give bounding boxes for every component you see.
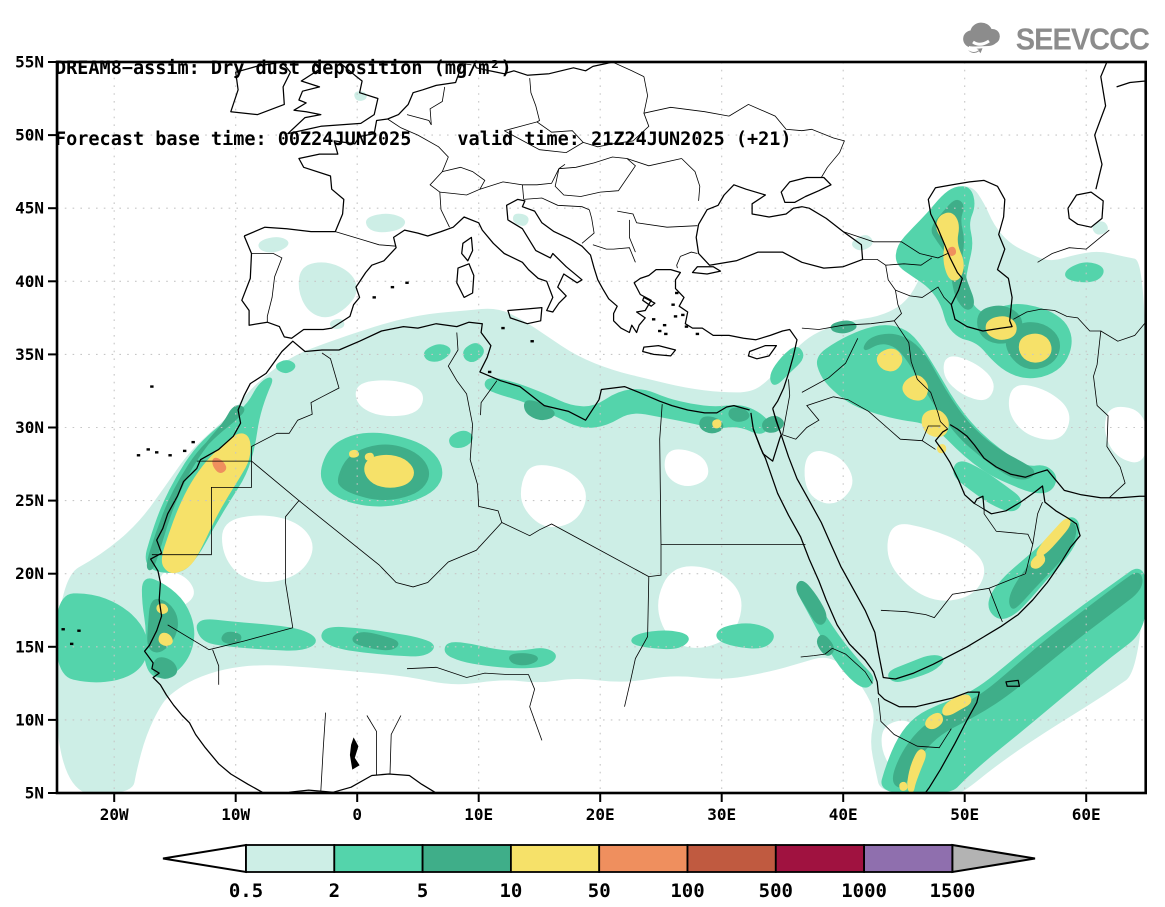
coastlines [143, 62, 1146, 793]
title-block: DREAM8−assim: Dry dust deposition (mg/m²… [55, 10, 792, 199]
colorbar-level-label: 0.5 [229, 880, 263, 902]
colorbar-segment [421, 844, 512, 873]
colorbar-segment [774, 844, 865, 873]
seevccc-logo: SEEVCCC [956, 20, 1150, 60]
colorbar-level-label: 500 [759, 880, 793, 902]
graticule-grid [57, 62, 1146, 793]
colorbar-segment [245, 844, 336, 873]
y-tick-label: 35N [15, 345, 44, 364]
logo-text: SEEVCCC [1015, 22, 1150, 57]
page-title: DREAM8−assim: Dry dust deposition (mg/m²… [55, 58, 512, 80]
y-tick-label: 40N [15, 272, 44, 291]
colorbar-overflow-arrow [951, 843, 1036, 874]
colorbar-level-label: 50 [588, 880, 611, 902]
valid-time: valid time: 21Z24JUN2025 (+21) [457, 129, 792, 151]
colorbar-level-label: 5 [417, 880, 428, 902]
x-tick-label: 10W [221, 805, 250, 824]
y-tick-label: 45N [15, 199, 44, 218]
colorbar-level-label: 100 [670, 880, 704, 902]
subtitle-line: Forecast base time: 00Z24JUN2025 valid ti… [55, 128, 792, 152]
x-tick-label: 50E [950, 805, 979, 824]
y-tick-label: 50N [15, 126, 44, 145]
y-tick-label: 15N [15, 637, 44, 656]
colorbar-segment [333, 844, 424, 873]
x-tick-label: 40E [829, 805, 858, 824]
x-tick-label: 30E [707, 805, 736, 824]
y-tick-label: 30N [15, 418, 44, 437]
x-axis: 20W 10W 0 10E 20E 30E 40E 50E 60E [100, 793, 1101, 824]
y-tick-label: 10N [15, 710, 44, 729]
colorbar-segment [686, 844, 777, 873]
forecast-base-time: Forecast base time: 00Z24JUN2025 [55, 129, 412, 151]
y-tick-label: 25N [15, 491, 44, 510]
x-tick-label: 0 [352, 805, 362, 824]
y-tick-label: 55N [15, 53, 44, 72]
colorbar-segment [509, 844, 601, 873]
colorbar-level-label: 1500 [930, 880, 976, 902]
colorbar-level-label: 2 [329, 880, 340, 902]
x-tick-label: 20W [100, 805, 129, 824]
y-tick-label: 20N [15, 564, 44, 583]
island-dots [61, 281, 700, 770]
colorbar: 0.5 2 5 10 50 100 500 1000 1500 [162, 843, 1036, 902]
x-tick-label: 60E [1072, 805, 1101, 824]
y-axis: 55N 50N 45N 40N 35N 30N 25N 20N 15N 10N 5N [15, 53, 57, 803]
y-tick-label: 5N [25, 784, 44, 803]
x-tick-label: 10E [464, 805, 493, 824]
cloud-icon [956, 20, 1010, 60]
x-tick-label: 20E [586, 805, 615, 824]
colorbar-segment [598, 844, 689, 873]
country-borders [151, 62, 1146, 792]
colorbar-segment [863, 844, 954, 873]
colorbar-level-label: 10 [499, 880, 522, 902]
colorbar-level-label: 1000 [841, 880, 887, 902]
